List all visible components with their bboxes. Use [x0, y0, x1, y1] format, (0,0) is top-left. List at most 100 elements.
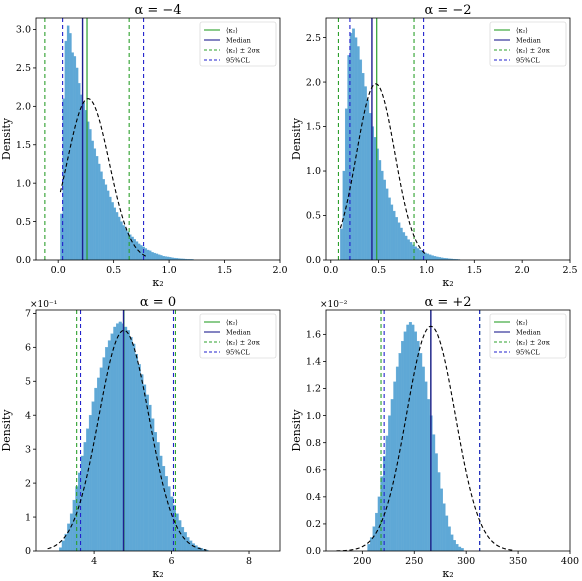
histogram-bar [111, 202, 114, 260]
histogram-bar [402, 232, 406, 260]
histogram-bar [383, 179, 386, 260]
histogram-bar [438, 257, 441, 260]
histogram-bar [99, 367, 103, 551]
y-axis-label: Density [0, 117, 13, 160]
y-tick-label: 0.4 [306, 492, 321, 503]
legend-entry: ⟨κ₂⟩ [516, 26, 528, 34]
histogram-bar [393, 381, 397, 551]
x-tick-label: 1.0 [162, 265, 177, 276]
histogram-bar [380, 170, 384, 260]
histogram-bar [445, 515, 449, 551]
histogram-bar [151, 252, 154, 260]
histogram-bar [166, 256, 170, 260]
histogram-bar [432, 434, 436, 551]
histogram-bar [433, 256, 437, 260]
histogram-bar [427, 399, 430, 551]
histogram-bar [416, 248, 420, 260]
histogram-bar [404, 235, 408, 260]
histogram-bar [109, 196, 112, 260]
chart-panel-2: 0.0 0.5 1.0 1.5 2.0 2.5 0.0 0.5 1.0 1.5 2.0 2.5 α = … [290, 3, 578, 289]
histogram-bar [117, 216, 121, 260]
histogram-bar [175, 513, 179, 551]
histogram-bar [120, 221, 123, 260]
x-tick-label: 1.5 [217, 265, 232, 276]
histogram-bar [89, 129, 92, 260]
histogram-bar [118, 321, 122, 551]
histogram-bar [93, 148, 97, 260]
y-tick-label: 1.0 [306, 411, 321, 422]
histogram-bar [453, 540, 456, 551]
histogram-bar [133, 239, 136, 260]
y-tick-label: 1.0 [16, 178, 31, 189]
histogram-bar [367, 544, 371, 551]
histogram-bar [164, 476, 168, 551]
y-tick-label: 0.6 [306, 465, 321, 476]
histogram-bar [352, 28, 355, 260]
axes-frame [325, 309, 571, 552]
gaussian-fit-curve [47, 329, 207, 551]
histogram-bar [181, 527, 185, 551]
legend-entry: 95%CL [226, 348, 250, 356]
histogram-bar [113, 207, 117, 260]
legend-box [199, 313, 277, 359]
histogram-bar [390, 204, 394, 260]
histogram-bar [340, 228, 343, 260]
histogram-bar [455, 544, 459, 551]
histogram-bar [392, 210, 396, 260]
y-tick-label: 2.5 [306, 33, 321, 44]
histogram-bar [106, 190, 110, 260]
y-tick-label: 1.5 [306, 122, 321, 133]
x-tick-label: 4 [91, 556, 97, 567]
histogram-bar [140, 245, 143, 260]
histogram-bar [67, 523, 71, 551]
y-tick-label: 0.5 [306, 211, 321, 222]
panel-title: α = −4 [134, 3, 181, 18]
histogram-bar [75, 67, 79, 260]
x-tick-label: 1.0 [419, 265, 434, 276]
y-axis-multiplier: ×10⁻² [320, 300, 348, 310]
histogram-bar [129, 337, 133, 551]
x-tick-label: 400 [561, 556, 579, 567]
histogram-bar [401, 340, 405, 551]
legend: ⟨κ₂⟩ Median ⟨κ₂⟩ ± 2σκ 95%CL [199, 313, 277, 359]
y-tick-label: 2.0 [16, 102, 31, 113]
axes-frame [325, 17, 571, 261]
legend-box [489, 21, 567, 67]
y-tick-label: 0.5 [16, 217, 31, 228]
histogram-bar [145, 394, 149, 551]
histogram-bar [116, 323, 120, 551]
y-tick-label: 0.8 [306, 438, 321, 449]
histogram-bar [140, 374, 144, 551]
histogram-bar [377, 496, 381, 551]
panel-title: α = +2 [424, 295, 471, 310]
histogram-bar [126, 330, 130, 551]
y-tick-label: 3.0 [16, 25, 31, 36]
histogram-bar [388, 197, 391, 260]
chart-panel-3: 4 6 8 0 1 2 3 4 5 6 7×10⁻¹ α = 0 κ₂ Density ⟨κ₂⟩ Median… [0, 295, 281, 580]
x-tick-label: 8 [246, 556, 252, 567]
histogram-bar [71, 52, 74, 260]
histogram-bar [69, 513, 73, 551]
y-tick-label: 0 [25, 546, 31, 557]
gaussian-fit-curve [59, 98, 148, 258]
y-tick-label: 1 [25, 512, 31, 523]
histogram-bar [447, 526, 451, 551]
histogram-bar [390, 399, 394, 551]
histogram-bar [183, 532, 187, 551]
histogram-bar [95, 156, 99, 260]
y-tick-label: 7 [25, 309, 31, 320]
histogram-bar [97, 377, 101, 551]
x-tick-label: 1.5 [467, 265, 482, 276]
panel-title: α = −2 [424, 3, 471, 18]
y-tick-label: 2 [25, 478, 31, 489]
histogram-bar [385, 188, 389, 260]
histogram-bar [66, 25, 70, 260]
histogram-bar [435, 256, 439, 260]
legend-entry: ⟨κ₂⟩ ± 2σκ [226, 46, 260, 54]
histogram-bar [361, 73, 365, 260]
y-tick-label: 0.0 [306, 546, 321, 557]
y-axis-label: Density [290, 409, 303, 452]
x-tick-label: 2.0 [515, 265, 530, 276]
histogram-bar [460, 548, 464, 551]
histogram-bar [102, 179, 105, 260]
